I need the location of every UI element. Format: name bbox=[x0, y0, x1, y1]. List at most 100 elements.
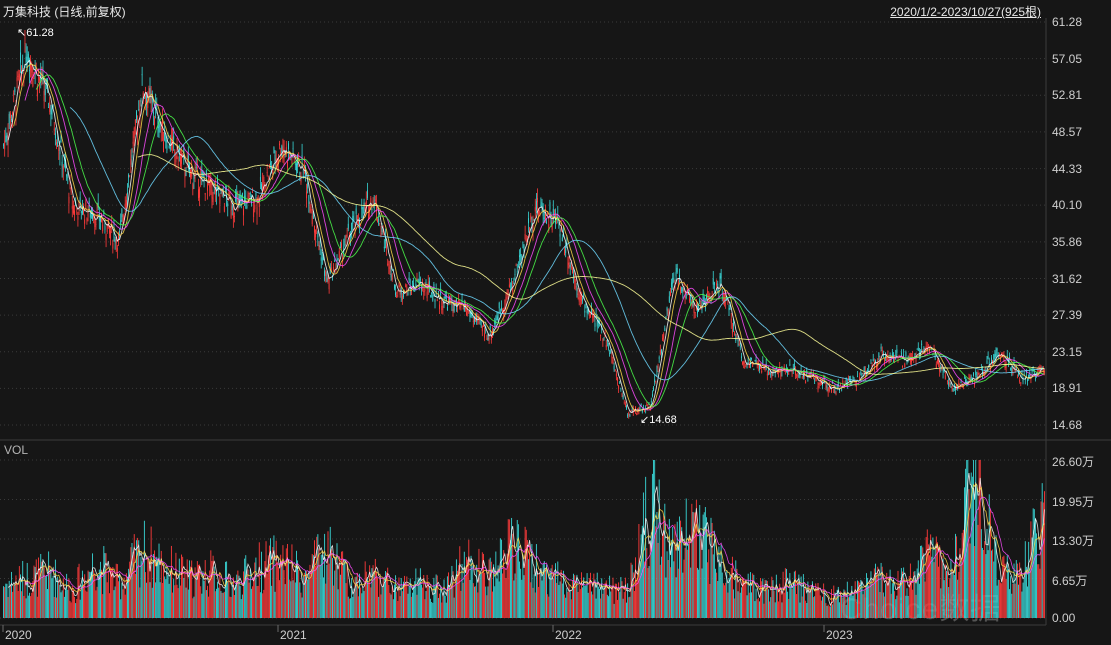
volume-bar bbox=[899, 580, 901, 618]
candle-body bbox=[209, 183, 211, 188]
candle-body bbox=[904, 363, 906, 368]
volume-bar bbox=[78, 563, 80, 618]
volume-bar bbox=[443, 579, 445, 618]
candle-body bbox=[558, 223, 560, 228]
volume-bar bbox=[470, 555, 472, 618]
volume-bar bbox=[423, 575, 425, 618]
volume-bar bbox=[1038, 564, 1040, 618]
volume-bar bbox=[54, 559, 56, 618]
volume-bar bbox=[511, 517, 513, 618]
volume-bar bbox=[39, 568, 41, 618]
volume-bar bbox=[884, 596, 885, 618]
candle-body bbox=[614, 369, 616, 371]
volume-bar bbox=[435, 574, 437, 618]
volume-bar bbox=[317, 534, 319, 618]
candle-body bbox=[911, 357, 912, 363]
candle-body bbox=[655, 381, 657, 382]
volume-bar bbox=[273, 535, 275, 618]
volume-bar bbox=[988, 494, 990, 618]
volume-bar bbox=[134, 573, 136, 618]
volume-bar bbox=[667, 559, 669, 618]
candle-body bbox=[815, 376, 817, 379]
candle-body bbox=[676, 268, 678, 273]
candle-body bbox=[590, 314, 591, 318]
volume-bar bbox=[142, 558, 144, 618]
candle-body bbox=[267, 178, 269, 180]
candle-body bbox=[85, 201, 87, 209]
candle-body bbox=[123, 214, 125, 221]
candle-body bbox=[707, 290, 709, 294]
date-range[interactable]: 2020/1/2-2023/10/27(925根) bbox=[890, 5, 1041, 19]
candle-body bbox=[533, 219, 535, 221]
volume-bar bbox=[84, 574, 86, 618]
candle-body bbox=[39, 78, 41, 81]
candle-body bbox=[574, 277, 576, 283]
candle-body bbox=[925, 346, 927, 349]
candle-body bbox=[859, 376, 861, 381]
candle-body bbox=[268, 166, 270, 169]
volume-bar bbox=[711, 522, 713, 618]
candle-body bbox=[457, 303, 458, 306]
candle-body bbox=[694, 312, 696, 313]
volume-bar bbox=[593, 573, 595, 618]
candle-body bbox=[231, 205, 233, 211]
candle-body bbox=[184, 172, 186, 178]
volume-bar bbox=[18, 566, 20, 618]
volume-bar bbox=[925, 537, 927, 618]
candle-body bbox=[230, 209, 232, 218]
volume-bar bbox=[806, 602, 808, 618]
volume-bar bbox=[1009, 589, 1010, 618]
candle-body bbox=[88, 201, 90, 205]
volume-bar bbox=[244, 558, 246, 618]
candle-body bbox=[758, 365, 760, 370]
volume-bar bbox=[680, 520, 682, 618]
candle-body bbox=[498, 302, 500, 309]
volume-bar bbox=[966, 460, 968, 618]
volume-bar bbox=[119, 574, 121, 618]
candle-body bbox=[954, 386, 956, 391]
volume-bar bbox=[357, 596, 359, 618]
candle-body bbox=[586, 310, 588, 314]
volume-bar bbox=[699, 505, 701, 618]
candle-body bbox=[1042, 369, 1044, 371]
volume-bar bbox=[378, 596, 380, 618]
candle-body bbox=[90, 207, 92, 214]
candle-body bbox=[377, 218, 379, 222]
volume-bar bbox=[477, 592, 479, 618]
volume-bar bbox=[1029, 567, 1031, 618]
candle-body bbox=[449, 297, 451, 303]
candle-body bbox=[697, 309, 698, 314]
candle-body bbox=[181, 156, 182, 164]
volume-bar bbox=[161, 582, 163, 618]
volume-bar bbox=[293, 570, 295, 618]
candle-body bbox=[167, 135, 169, 137]
candle-body bbox=[1043, 371, 1045, 374]
candle-body bbox=[425, 282, 427, 285]
volume-bar bbox=[786, 568, 787, 618]
volume-bar bbox=[43, 567, 45, 618]
volume-bar bbox=[669, 567, 671, 618]
volume-bar bbox=[846, 581, 848, 618]
volume-bar bbox=[784, 568, 786, 618]
volume-bar bbox=[137, 537, 139, 618]
candle-body bbox=[414, 288, 416, 292]
volume-bar bbox=[149, 582, 151, 618]
candle-body bbox=[684, 295, 686, 299]
volume-bar bbox=[624, 577, 626, 618]
volume-bar bbox=[744, 582, 746, 618]
volume-bar bbox=[1027, 586, 1028, 618]
candle-body bbox=[757, 365, 759, 367]
volume-bar bbox=[439, 593, 440, 618]
candle-body bbox=[186, 160, 188, 162]
volume-bar bbox=[148, 560, 150, 618]
candle-body bbox=[458, 299, 460, 301]
candle-body bbox=[593, 314, 595, 317]
volume-bar bbox=[801, 596, 803, 618]
candle-body bbox=[711, 295, 713, 301]
candle-body bbox=[343, 246, 345, 251]
candle-body bbox=[412, 281, 413, 283]
volume-bar bbox=[764, 579, 766, 618]
candle-body bbox=[615, 373, 617, 377]
volume-bar bbox=[26, 562, 28, 618]
candle-body bbox=[347, 223, 349, 229]
